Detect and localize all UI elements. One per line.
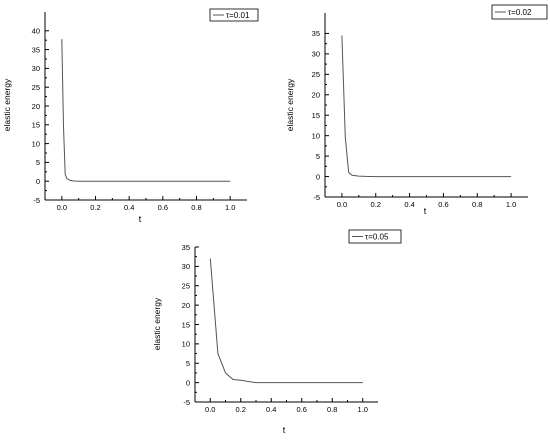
y-tick-label: 0 bbox=[186, 378, 190, 387]
y-tick-label: 25 bbox=[312, 70, 320, 79]
y-tick-label: -5 bbox=[183, 398, 190, 407]
chart-panel-tau-0.05: -5 0 5 10 15 20 25 30 35 0.0 0.2 0.4 0.6 0.8 1.0 t elast… bbox=[152, 229, 402, 435]
y-tick-label: 35 bbox=[32, 45, 40, 54]
y-tick-label: 20 bbox=[182, 301, 190, 310]
y-tick-label: 25 bbox=[32, 83, 40, 92]
y-axis-label: elastic energy bbox=[285, 78, 295, 131]
chart-panel-tau-0.01: -5 0 5 10 15 20 25 30 35 40 0.0 0.2 0.4 0.6 0.8 1.0 t ela… bbox=[2, 8, 259, 224]
y-axis-label: elastic energy bbox=[2, 78, 12, 131]
x-axis-label: t bbox=[139, 214, 142, 224]
y-tick-label: 15 bbox=[32, 121, 40, 130]
x-tick-label: 0.4 bbox=[124, 203, 134, 212]
legend-box bbox=[348, 229, 402, 244]
y-tick-label: 15 bbox=[182, 320, 190, 329]
x-tick-label: 0.2 bbox=[371, 200, 381, 209]
legend-label: τ=0.02 bbox=[508, 8, 532, 17]
y-tick-label: 10 bbox=[182, 340, 190, 349]
y-tick-label: 35 bbox=[312, 29, 320, 38]
y-tick-label: 40 bbox=[32, 27, 40, 36]
y-tick-label: 10 bbox=[312, 131, 320, 140]
x-tick-label: 0.0 bbox=[205, 405, 215, 414]
y-tick-label: 5 bbox=[36, 158, 40, 167]
x-tick-label: 1.0 bbox=[358, 405, 368, 414]
x-tick-label: 0.8 bbox=[327, 405, 337, 414]
legend-label: τ=0.01 bbox=[226, 11, 250, 20]
legend-box bbox=[491, 4, 548, 20]
x-tick-label: 1.0 bbox=[225, 203, 235, 212]
x-tick-label: 0.6 bbox=[438, 200, 448, 209]
legend-box bbox=[209, 8, 259, 22]
x-tick-label: 0.4 bbox=[404, 200, 414, 209]
y-tick-label: 30 bbox=[312, 50, 320, 59]
series-line bbox=[209, 258, 363, 384]
y-tick-label: 10 bbox=[32, 139, 40, 148]
y-tick-label: 20 bbox=[32, 102, 40, 111]
y-tick-label: 30 bbox=[182, 262, 190, 271]
y-tick-label: 35 bbox=[182, 243, 190, 252]
y-tick-label: 30 bbox=[32, 64, 40, 73]
x-tick-label: 1.0 bbox=[506, 200, 516, 209]
y-tick-label: -5 bbox=[33, 196, 40, 205]
y-tick-label: 0 bbox=[316, 172, 320, 181]
x-tick-label: 0.2 bbox=[90, 203, 100, 212]
y-tick-label: 0 bbox=[36, 177, 40, 186]
x-tick-label: 0.0 bbox=[337, 200, 347, 209]
x-tick-label: 0.0 bbox=[57, 203, 67, 212]
x-tick-label: 0.8 bbox=[191, 203, 201, 212]
series-line bbox=[61, 39, 231, 182]
x-tick-label: 0.8 bbox=[472, 200, 482, 209]
y-tick-label: 25 bbox=[182, 282, 190, 291]
x-axis-label: t bbox=[424, 206, 427, 216]
y-tick-label: 5 bbox=[316, 152, 320, 161]
y-tick-label: 15 bbox=[312, 111, 320, 120]
y-tick-label: 20 bbox=[312, 91, 320, 100]
series-line bbox=[341, 35, 512, 178]
x-tick-label: 0.6 bbox=[297, 405, 307, 414]
x-axis-label: t bbox=[283, 425, 286, 435]
x-tick-label: 0.2 bbox=[236, 405, 246, 414]
y-tick-label: -5 bbox=[313, 193, 320, 202]
x-tick-label: 0.6 bbox=[158, 203, 168, 212]
chart-panel-tau-0.02: -5 0 5 10 15 20 25 30 35 0.0 0.2 0.4 0.6 0.8 1.0 t elast… bbox=[285, 4, 548, 216]
legend-label: τ=0.05 bbox=[365, 233, 389, 242]
y-tick-label: 5 bbox=[186, 359, 190, 368]
x-tick-label: 0.4 bbox=[266, 405, 276, 414]
y-axis-label: elastic energy bbox=[152, 297, 162, 350]
